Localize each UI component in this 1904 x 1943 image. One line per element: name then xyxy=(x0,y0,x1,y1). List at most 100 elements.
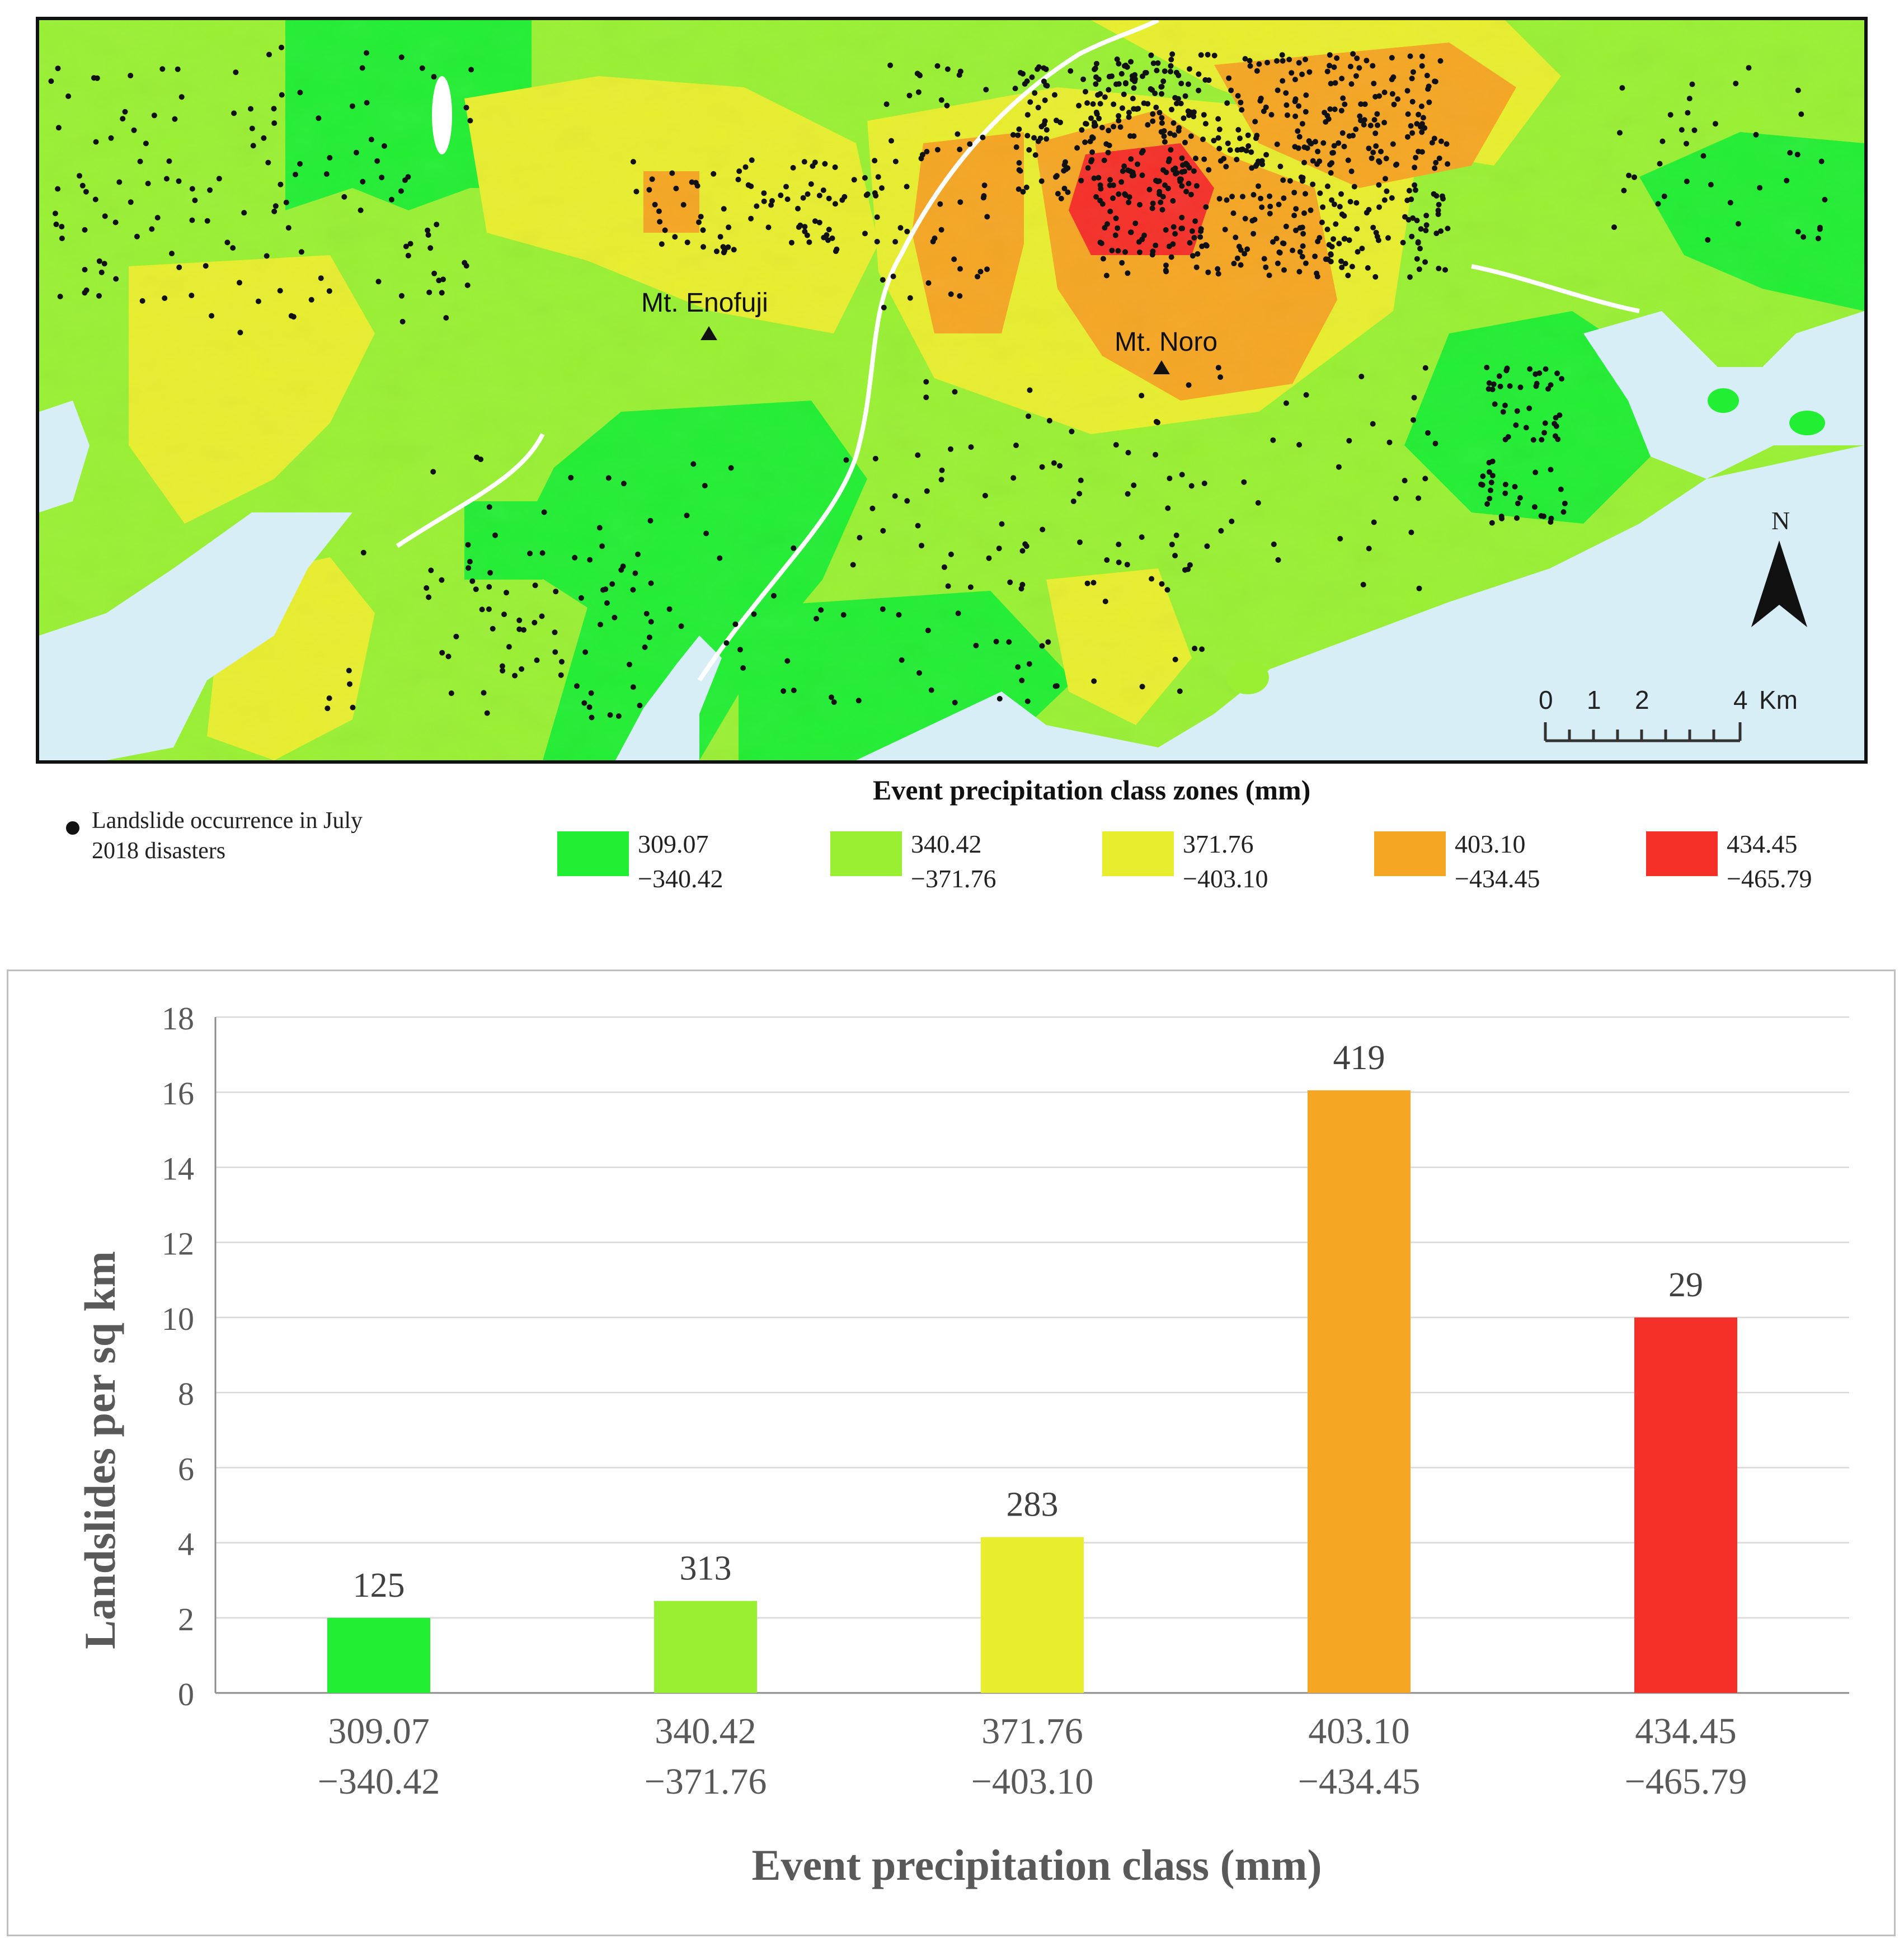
sea-patch xyxy=(39,401,90,512)
landslide-point xyxy=(1342,101,1348,107)
landslide-point xyxy=(1371,81,1377,87)
landslide-point xyxy=(1438,228,1444,234)
landslide-point xyxy=(1235,127,1242,133)
landslide-point xyxy=(1429,140,1435,146)
landslide-point xyxy=(857,535,863,541)
landslide-point xyxy=(1106,128,1112,134)
landslide-point xyxy=(426,594,432,600)
landslide-point xyxy=(1436,156,1442,161)
landslide-point xyxy=(1170,120,1177,126)
landslide-point xyxy=(630,587,636,593)
landslide-point xyxy=(1173,532,1179,538)
landslide-point xyxy=(1484,501,1491,507)
landslide-point xyxy=(1353,126,1359,133)
landslide-point xyxy=(1092,123,1098,129)
landslide-point xyxy=(1238,100,1244,106)
landslide-point xyxy=(769,198,775,204)
landslide-point xyxy=(1116,113,1122,119)
landslide-point xyxy=(1433,159,1439,166)
landslide-point xyxy=(742,164,749,170)
x-tick-label-1: −340.42 xyxy=(318,1761,440,1802)
landslide-point xyxy=(1250,192,1257,198)
landslide-point xyxy=(1129,173,1135,178)
landslide-point xyxy=(1353,73,1359,79)
north-arrow-icon xyxy=(1751,540,1807,627)
sea-area xyxy=(39,311,1864,760)
landslide-point xyxy=(1111,124,1117,130)
landslide-point xyxy=(748,215,754,222)
landslide-point xyxy=(642,644,648,650)
landslide-point xyxy=(1411,417,1416,423)
x-tick-label-2: −371.76 xyxy=(645,1761,767,1802)
landslide-point xyxy=(1317,190,1323,196)
landslide-point xyxy=(1063,166,1069,172)
landslide-point xyxy=(1168,254,1174,260)
landslide-point xyxy=(506,644,512,650)
landslide-point xyxy=(55,186,61,192)
landslide-point xyxy=(1337,204,1343,210)
landslide-point xyxy=(1168,69,1173,74)
landslide-point xyxy=(1303,260,1309,266)
landslide-point xyxy=(1126,114,1132,120)
landslide-point xyxy=(48,78,54,84)
landslide-point xyxy=(207,187,213,193)
landslide-point xyxy=(1118,70,1125,77)
landslide-point xyxy=(1271,541,1277,547)
landslide-point xyxy=(1187,66,1192,72)
landslide-point xyxy=(398,293,405,299)
y-tick-label: 16 xyxy=(162,1075,194,1112)
landslide-point xyxy=(1329,197,1335,203)
y-tick-label: 14 xyxy=(162,1150,194,1187)
landslide-point xyxy=(1123,81,1129,87)
landslide-point xyxy=(134,233,140,239)
landslide-point xyxy=(1015,664,1021,670)
landslide-point xyxy=(399,318,406,324)
landslide-point xyxy=(1341,143,1347,149)
landslide-point xyxy=(1040,526,1046,533)
landslide-point xyxy=(1121,91,1127,97)
legend-class-3: 371.76 −403.10 xyxy=(1102,827,1268,896)
landslide-point xyxy=(1280,177,1286,183)
landslide-point xyxy=(1026,147,1032,153)
landslide-point xyxy=(1186,382,1192,388)
landslide-point xyxy=(1031,135,1037,141)
landslide-point xyxy=(82,227,88,233)
landslide-point xyxy=(1174,101,1179,106)
landslide-point xyxy=(1078,477,1084,483)
landslide-point xyxy=(1134,106,1140,112)
landslide-point xyxy=(1338,107,1344,114)
landslide-point xyxy=(1117,124,1123,130)
landslide-point xyxy=(1514,515,1520,521)
landslide-point xyxy=(1121,163,1127,170)
landslide-point xyxy=(812,159,818,166)
landslide-point xyxy=(1402,214,1408,220)
landslide-point xyxy=(453,633,459,639)
landslide-point xyxy=(808,181,814,187)
landslide-points xyxy=(48,44,1828,721)
landslide-point xyxy=(151,112,157,119)
landslide-point xyxy=(308,297,314,303)
landslide-point xyxy=(983,87,989,93)
landslide-point xyxy=(1046,417,1052,424)
landslide-point xyxy=(112,219,119,225)
landslide-point xyxy=(149,226,155,232)
landslide-point xyxy=(632,570,638,576)
landslide-point xyxy=(1266,272,1272,279)
landslide-point xyxy=(1096,76,1102,82)
landslide-point xyxy=(620,481,627,487)
landslide-point xyxy=(402,177,408,184)
landslide-point xyxy=(552,649,558,655)
landslide-point xyxy=(1338,258,1344,264)
landslide-point xyxy=(589,714,595,721)
landslide-point xyxy=(850,562,856,568)
landslide-point xyxy=(1795,87,1801,93)
landslide-point xyxy=(1150,111,1156,117)
landslide-point xyxy=(1164,587,1170,593)
landslide-point xyxy=(1186,181,1192,187)
landslide-point xyxy=(486,606,492,612)
landslide-point xyxy=(1083,121,1089,127)
landslide-point xyxy=(1230,210,1237,217)
landslide-point xyxy=(825,237,831,243)
landslide-point xyxy=(1205,51,1211,58)
landslide-point xyxy=(145,181,151,186)
